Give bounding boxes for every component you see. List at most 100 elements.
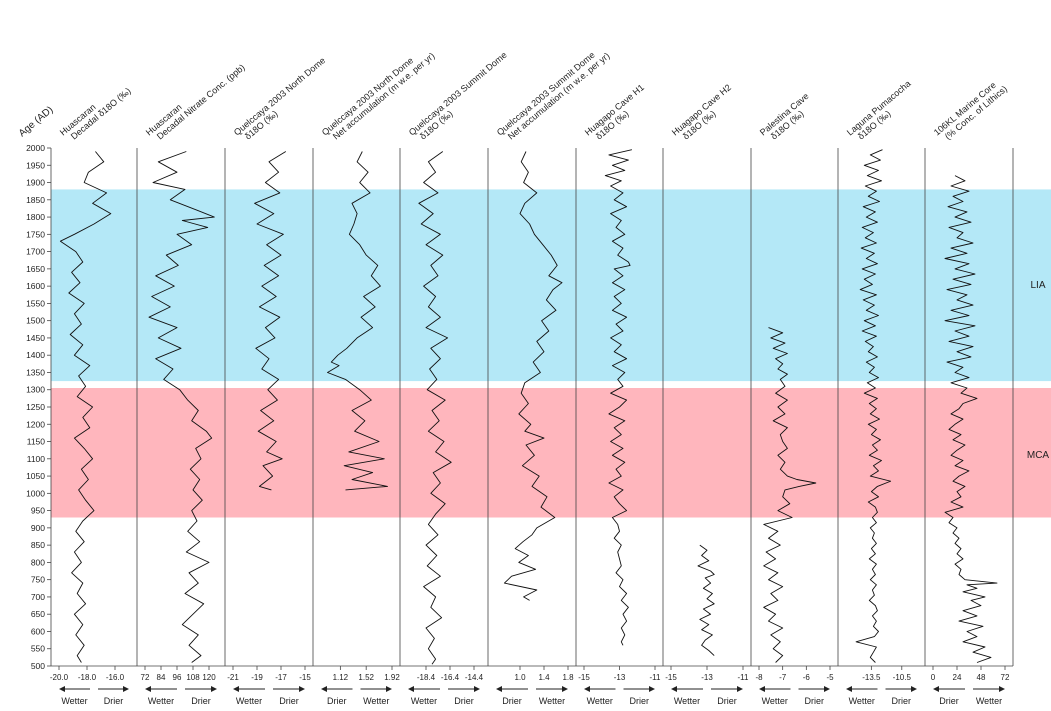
x-tick-label: -18.0 [78, 673, 97, 682]
age-tick-label: 750 [31, 575, 45, 585]
age-tick-label: 600 [31, 626, 45, 636]
arrow-label-left: Drier [327, 696, 347, 706]
age-tick-label: 1800 [26, 212, 45, 222]
x-tick-label: 96 [173, 673, 182, 682]
x-tick-label: -16.0 [106, 673, 125, 682]
age-tick-label: 500 [31, 661, 45, 671]
age-tick-label: 1750 [26, 229, 45, 239]
left-arrow-head [233, 686, 239, 692]
x-tick-label: 1.12 [333, 673, 349, 682]
age-tick-label: 550 [31, 644, 45, 654]
x-tick-label: -18.4 [417, 673, 436, 682]
x-tick-label: 24 [953, 673, 962, 682]
left-arrow-head [496, 686, 502, 692]
proxy-series-line [855, 149, 892, 663]
x-tick-label: -13 [614, 673, 626, 682]
arrow-label-right: Wetter [976, 696, 1002, 706]
x-tick-label: -10.5 [893, 673, 912, 682]
age-tick-label: 700 [31, 592, 45, 602]
right-arrow-head [299, 686, 305, 692]
x-tick-label: 48 [977, 673, 986, 682]
x-tick-label: 84 [157, 673, 166, 682]
x-tick-label: -13 [701, 673, 713, 682]
x-tick-label: -11 [738, 673, 750, 682]
arrow-label-right: Drier [630, 696, 650, 706]
x-tick-label: 0 [931, 673, 936, 682]
age-tick-label: 1250 [26, 402, 45, 412]
right-arrow-head [911, 686, 917, 692]
age-tick-label: 1400 [26, 350, 45, 360]
arrow-label-right: Drier [104, 696, 124, 706]
arrow-label-right: Wetter [539, 696, 565, 706]
proxy-series-line [944, 175, 998, 663]
x-tick-label: -15 [578, 673, 590, 682]
right-arrow-head [211, 686, 217, 692]
arrow-label-left: Drier [502, 696, 522, 706]
left-arrow-head [145, 686, 151, 692]
arrow-label-right: Drier [717, 696, 737, 706]
right-arrow-head [386, 686, 392, 692]
x-tick-label: 1.92 [384, 673, 400, 682]
x-tick-label: -6 [803, 673, 811, 682]
band-label-mca: MCA [1027, 450, 1050, 461]
age-tick-label: 1500 [26, 316, 45, 326]
left-arrow-head [759, 686, 765, 692]
left-arrow-head [408, 686, 414, 692]
proxy-series-line [604, 149, 632, 646]
band-lia [51, 189, 1051, 382]
age-tick-label: 1050 [26, 471, 45, 481]
age-tick-label: 1350 [26, 367, 45, 377]
age-tick-label: 1300 [26, 385, 45, 395]
x-tick-label: -19 [251, 673, 263, 682]
right-arrow-head [737, 686, 743, 692]
arrow-label-right: Drier [191, 696, 211, 706]
proxy-series-line [503, 151, 563, 601]
x-tick-label: -5 [826, 673, 834, 682]
x-tick-label: -15 [299, 673, 311, 682]
arrow-label-right: Drier [805, 696, 825, 706]
age-tick-label: 2000 [26, 143, 45, 153]
x-tick-label: -7 [779, 673, 787, 682]
age-tick-label: 1600 [26, 281, 45, 291]
arrow-label-left: Wetter [849, 696, 875, 706]
proxy-series-line [254, 151, 287, 491]
panel-frames [50, 148, 1014, 667]
right-arrow-head [562, 686, 568, 692]
climate-bands [51, 189, 1051, 518]
x-tick-label: -14.4 [465, 673, 484, 682]
proxy-series [59, 149, 998, 665]
right-arrow-head [123, 686, 129, 692]
right-arrow-head [474, 686, 480, 692]
x-tick-label: -11 [650, 673, 662, 682]
proxy-series-line [763, 327, 817, 663]
age-tick-label: 950 [31, 506, 45, 516]
arrow-label-left: Wetter [411, 696, 437, 706]
x-tick-label: 108 [186, 673, 200, 682]
arrow-label-left: Wetter [762, 696, 788, 706]
age-axis: Age (AD) 500 550 600 650 700 750 800 850 900 950 1… [17, 104, 56, 671]
band-mca [51, 388, 1051, 518]
x-tick-label: -16.4 [441, 673, 460, 682]
x-tick-label: 72 [141, 673, 150, 682]
left-arrow-head [59, 686, 65, 692]
age-tick-label: 1850 [26, 195, 45, 205]
left-arrow-head [584, 686, 590, 692]
panel-title-line: Quelccaya 2003 North Dome [320, 55, 415, 137]
arrow-label-left: Wetter [587, 696, 613, 706]
panel-title-line: Quelccaya 2003 Summit Dome [495, 50, 597, 138]
age-tick-label: 900 [31, 523, 45, 533]
arrow-label-right: Wetter [363, 696, 389, 706]
right-arrow-head [999, 686, 1005, 692]
x-tick-label: 120 [202, 673, 216, 682]
age-tick-label: 800 [31, 557, 45, 567]
arrow-label-right: Drier [279, 696, 299, 706]
right-arrow-head [649, 686, 655, 692]
panel-x-axes: -20.0 -18.0 -16.0 72 84 96 108 120 -21 -19 -17 -15 1… [50, 666, 1010, 682]
x-tick-label: -15 [665, 673, 677, 682]
age-tick-label: 1100 [27, 454, 46, 464]
left-arrow-head [933, 686, 939, 692]
band-labels: LIA MCA [1027, 280, 1050, 461]
proxy-series-line [697, 544, 715, 656]
